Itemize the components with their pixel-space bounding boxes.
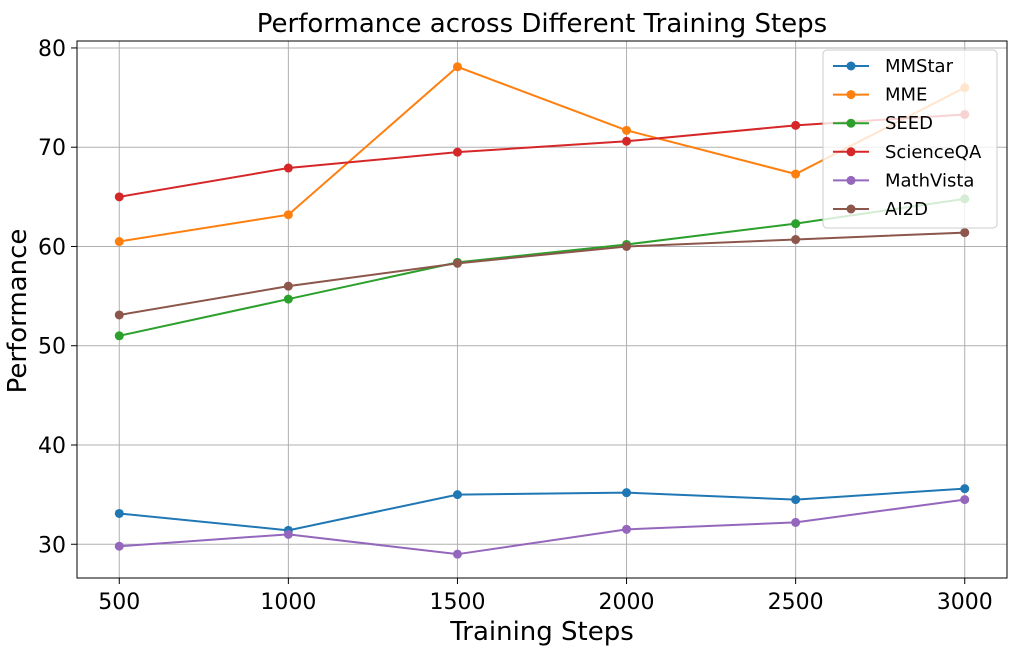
plot-area bbox=[76, 40, 1008, 579]
legend: MMStar MME SEED ScienceQA MathVista AI2D bbox=[822, 49, 998, 229]
legend-swatch-marker bbox=[846, 61, 856, 71]
legend-item-ai2d: AI2D bbox=[833, 199, 928, 220]
y-tick-label: 30 bbox=[38, 533, 66, 558]
data-point-ai2d bbox=[114, 310, 124, 320]
data-point-mmstar bbox=[452, 490, 462, 500]
x-tick-label: 2000 bbox=[599, 590, 655, 615]
data-point-mmstar bbox=[622, 488, 632, 498]
x-tick-label: 2500 bbox=[768, 590, 824, 615]
legend-label: MathVista bbox=[885, 170, 974, 191]
legend-label: MMStar bbox=[885, 56, 954, 77]
data-point-mathvista bbox=[960, 495, 970, 505]
data-point-scienceqa bbox=[622, 136, 632, 146]
data-point-mathvista bbox=[622, 524, 632, 534]
legend-item-scienceqa: ScienceQA bbox=[833, 142, 982, 163]
legend-item-seed: SEED bbox=[833, 113, 933, 134]
legend-label: AI2D bbox=[885, 199, 928, 220]
data-point-seed bbox=[283, 294, 293, 304]
x-tick-label: 3000 bbox=[937, 590, 993, 615]
x-tick-label: 1000 bbox=[260, 590, 316, 615]
data-point-ai2d bbox=[452, 258, 462, 268]
data-point-ai2d bbox=[283, 281, 293, 291]
data-point-mathvista bbox=[791, 517, 801, 527]
data-point-scienceqa bbox=[452, 147, 462, 157]
legend-swatch-marker bbox=[846, 147, 856, 157]
legend-label: SEED bbox=[885, 113, 933, 134]
data-point-mme bbox=[452, 62, 462, 72]
legend-item-mme: MME bbox=[833, 85, 927, 106]
chart-title: Performance across Different Training St… bbox=[257, 9, 827, 39]
y-axis: 30 40 50 60 70 80 bbox=[38, 37, 77, 558]
data-point-mme bbox=[791, 169, 801, 179]
data-point-ai2d bbox=[791, 235, 801, 245]
legend-swatch-marker bbox=[846, 204, 856, 214]
y-tick-label: 50 bbox=[38, 335, 66, 360]
data-point-scienceqa bbox=[114, 192, 124, 202]
legend-swatch-marker bbox=[846, 175, 856, 185]
series-mmstar bbox=[114, 484, 970, 535]
data-point-mme bbox=[622, 125, 632, 135]
data-point-mme bbox=[114, 237, 124, 247]
series-line-mathvista bbox=[119, 498, 965, 556]
legend-label: ScienceQA bbox=[885, 142, 982, 163]
legend-swatch-marker bbox=[846, 90, 856, 100]
data-point-mmstar bbox=[114, 508, 124, 518]
data-point-mathvista bbox=[114, 541, 124, 551]
x-tick-label: 1500 bbox=[429, 590, 485, 615]
data-point-mme bbox=[283, 210, 293, 220]
x-axis-label: Training Steps bbox=[449, 617, 634, 647]
data-point-scienceqa bbox=[791, 120, 801, 130]
legend-item-mmstar: MMStar bbox=[833, 56, 954, 77]
legend-label: MME bbox=[885, 85, 927, 106]
x-axis: 500 1000 1500 2000 2500 3000 bbox=[98, 578, 993, 615]
y-axis-label: Performance bbox=[3, 229, 33, 394]
series-line-ai2d bbox=[119, 231, 965, 316]
y-tick-label: 80 bbox=[38, 37, 66, 62]
legend-item-mathvista: MathVista bbox=[833, 170, 974, 191]
data-point-mathvista bbox=[452, 549, 462, 559]
data-point-scienceqa bbox=[283, 163, 293, 173]
series-line-mmstar bbox=[119, 487, 965, 532]
series-ai2d bbox=[114, 228, 970, 320]
data-point-mmstar bbox=[791, 495, 801, 505]
legend-swatch-marker bbox=[846, 118, 856, 128]
y-tick-label: 40 bbox=[38, 434, 66, 459]
data-point-seed bbox=[791, 219, 801, 229]
data-point-mmstar bbox=[960, 484, 970, 494]
data-point-seed bbox=[114, 331, 124, 341]
x-tick-label: 500 bbox=[98, 590, 140, 615]
y-tick-label: 60 bbox=[38, 235, 66, 260]
y-tick-label: 70 bbox=[38, 136, 66, 161]
series-mathvista bbox=[114, 495, 970, 559]
data-point-ai2d bbox=[622, 241, 632, 251]
data-point-mathvista bbox=[283, 529, 293, 539]
data-point-ai2d bbox=[960, 228, 970, 238]
